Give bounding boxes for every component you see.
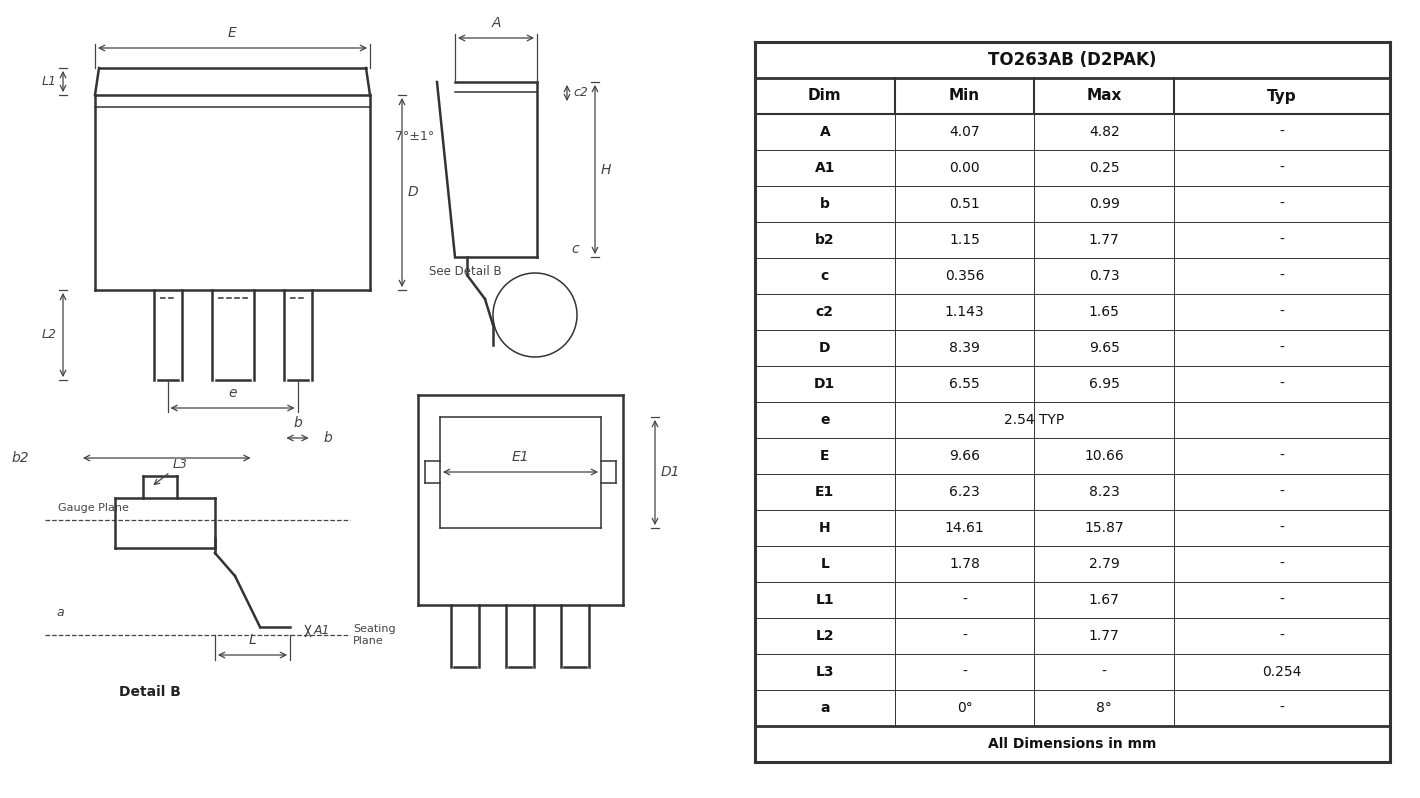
- Text: -: -: [963, 593, 967, 607]
- Text: H: H: [819, 521, 831, 535]
- Text: 0.254: 0.254: [1262, 665, 1302, 679]
- Text: c2: c2: [816, 305, 834, 319]
- Text: Gauge Plane: Gauge Plane: [58, 503, 128, 513]
- Text: Typ: Typ: [1267, 89, 1296, 104]
- Text: Max: Max: [1086, 89, 1122, 104]
- Text: E: E: [229, 26, 237, 40]
- Text: 6.55: 6.55: [949, 377, 980, 391]
- Text: See Detail B: See Detail B: [429, 265, 501, 278]
- Text: 2.54 TYP: 2.54 TYP: [1004, 413, 1065, 427]
- Text: L1: L1: [815, 593, 834, 607]
- Text: 9.65: 9.65: [1089, 341, 1120, 355]
- Text: 15.87: 15.87: [1085, 521, 1125, 535]
- Text: 0.99: 0.99: [1089, 197, 1120, 211]
- Text: 0.00: 0.00: [949, 161, 980, 175]
- Text: L: L: [821, 557, 829, 571]
- Text: 1.65: 1.65: [1089, 305, 1120, 319]
- Text: -: -: [1279, 629, 1285, 643]
- Text: b: b: [293, 416, 302, 430]
- Text: b: b: [324, 431, 332, 445]
- Text: -: -: [1279, 593, 1285, 607]
- Text: D1: D1: [660, 465, 680, 480]
- Text: 0.51: 0.51: [949, 197, 980, 211]
- Text: TO263AB (D2PAK): TO263AB (D2PAK): [988, 51, 1157, 69]
- Text: 1.77: 1.77: [1089, 629, 1119, 643]
- Text: L2: L2: [43, 329, 57, 342]
- Text: 1.77: 1.77: [1089, 233, 1119, 247]
- Text: A1: A1: [815, 161, 835, 175]
- Text: 1.78: 1.78: [949, 557, 980, 571]
- Text: 4.82: 4.82: [1089, 125, 1119, 139]
- Text: -: -: [1279, 701, 1285, 715]
- Text: E1: E1: [815, 485, 835, 499]
- Text: b2: b2: [815, 233, 835, 247]
- Text: b: b: [819, 197, 829, 211]
- Text: D: D: [408, 185, 419, 200]
- Text: Min: Min: [949, 89, 980, 104]
- Text: e: e: [821, 413, 829, 427]
- Text: -: -: [1279, 197, 1285, 211]
- Text: 6.23: 6.23: [949, 485, 980, 499]
- Text: 1.67: 1.67: [1089, 593, 1120, 607]
- Text: L3: L3: [815, 665, 834, 679]
- Text: 0.25: 0.25: [1089, 161, 1119, 175]
- Text: E1: E1: [511, 450, 530, 464]
- Text: 10.66: 10.66: [1085, 449, 1125, 463]
- Text: 1.15: 1.15: [949, 233, 980, 247]
- Text: c2: c2: [574, 86, 588, 100]
- Text: 4.07: 4.07: [949, 125, 980, 139]
- Text: A: A: [819, 125, 831, 139]
- Text: -: -: [1279, 233, 1285, 247]
- Text: 8°: 8°: [1096, 701, 1112, 715]
- Text: D: D: [819, 341, 831, 355]
- Text: -: -: [1279, 161, 1285, 175]
- Text: -: -: [1279, 557, 1285, 571]
- Text: e: e: [229, 386, 237, 400]
- Text: -: -: [1279, 521, 1285, 535]
- Text: L: L: [248, 633, 257, 647]
- Text: E: E: [821, 449, 829, 463]
- Text: 7°±1°: 7°±1°: [395, 131, 435, 144]
- Text: A1: A1: [314, 625, 331, 638]
- Text: L3: L3: [155, 457, 187, 484]
- Text: c: c: [571, 242, 578, 256]
- Text: 0.73: 0.73: [1089, 269, 1119, 283]
- Text: 1.143: 1.143: [944, 305, 984, 319]
- Text: -: -: [1279, 449, 1285, 463]
- Text: All Dimensions in mm: All Dimensions in mm: [988, 737, 1157, 751]
- Text: -: -: [1279, 485, 1285, 499]
- Text: b2: b2: [11, 451, 30, 465]
- Text: -: -: [963, 665, 967, 679]
- Text: D1: D1: [814, 377, 835, 391]
- Text: 2.79: 2.79: [1089, 557, 1119, 571]
- Text: Seating
Plane: Seating Plane: [354, 624, 396, 646]
- Text: Dim: Dim: [808, 89, 842, 104]
- Text: -: -: [963, 629, 967, 643]
- Text: a: a: [821, 701, 829, 715]
- Text: c: c: [821, 269, 829, 283]
- Text: L1: L1: [43, 75, 57, 88]
- Text: Detail B: Detail B: [119, 685, 180, 699]
- Text: A: A: [491, 16, 501, 30]
- Text: -: -: [1279, 125, 1285, 139]
- Text: a: a: [57, 606, 64, 619]
- Text: -: -: [1279, 269, 1285, 283]
- Text: L2: L2: [815, 629, 834, 643]
- Text: -: -: [1102, 665, 1106, 679]
- Text: 6.95: 6.95: [1089, 377, 1120, 391]
- Text: 0°: 0°: [957, 701, 973, 715]
- Text: 0.356: 0.356: [944, 269, 984, 283]
- Text: -: -: [1279, 377, 1285, 391]
- Text: 8.23: 8.23: [1089, 485, 1119, 499]
- Text: -: -: [1279, 305, 1285, 319]
- Text: 9.66: 9.66: [949, 449, 980, 463]
- Text: 8.39: 8.39: [949, 341, 980, 355]
- Text: -: -: [1279, 341, 1285, 355]
- Text: H: H: [601, 163, 612, 176]
- Text: 14.61: 14.61: [944, 521, 984, 535]
